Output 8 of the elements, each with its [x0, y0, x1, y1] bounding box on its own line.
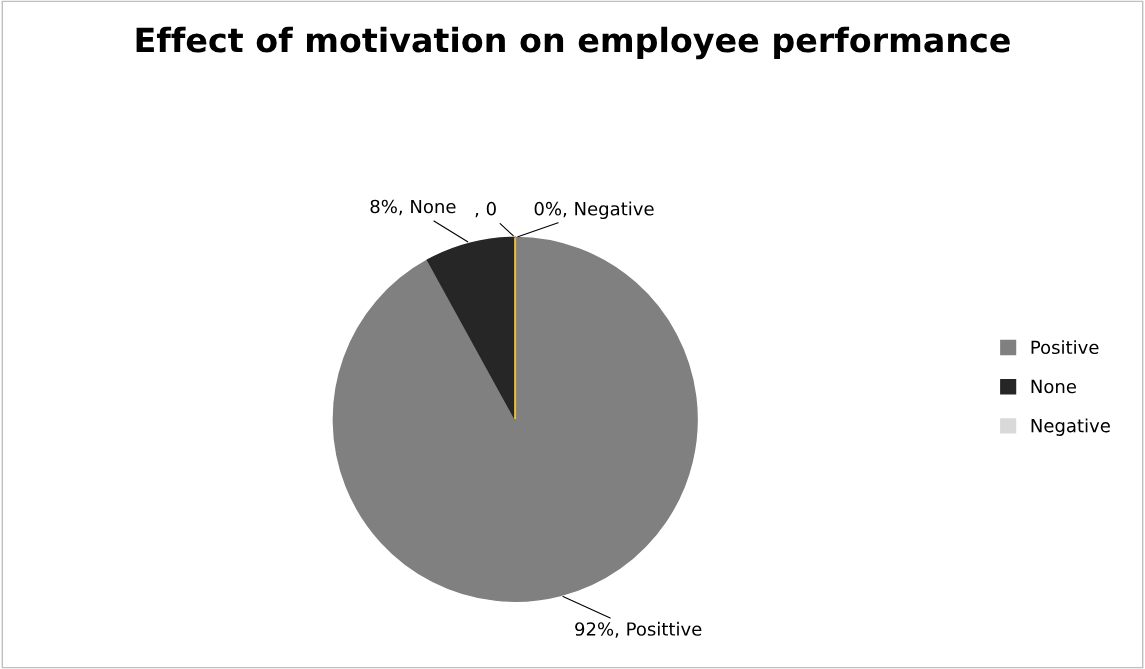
data-label: 92%, Posittive: [575, 621, 702, 638]
data-label: 8%, None: [370, 199, 456, 216]
legend-label: None: [1031, 379, 1076, 394]
legend-label: Positive: [1031, 340, 1099, 355]
text: , 0: [475, 201, 496, 218]
chart-title: Effect of motivation on employee performance: [136, 26, 1010, 60]
text: 0%, Negative: [534, 201, 654, 220]
legend-label: Negative: [1031, 418, 1110, 436]
